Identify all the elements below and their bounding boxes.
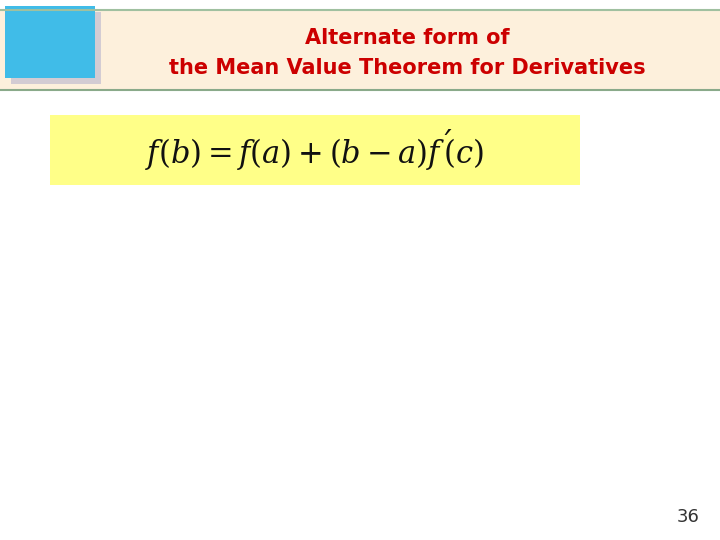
Bar bbox=[50, 115, 580, 185]
Bar bbox=[11, 12, 101, 84]
Text: 36: 36 bbox=[677, 508, 700, 526]
Bar bbox=[5, 6, 95, 78]
Text: $f(b) = f(a) + (b - a)f\,\'(c)$: $f(b) = f(a) + (b - a)f\,\'(c)$ bbox=[145, 127, 485, 173]
Bar bbox=[0, 10, 720, 90]
Text: Alternate form of: Alternate form of bbox=[305, 28, 510, 48]
Text: the Mean Value Theorem for Derivatives: the Mean Value Theorem for Derivatives bbox=[169, 58, 646, 78]
